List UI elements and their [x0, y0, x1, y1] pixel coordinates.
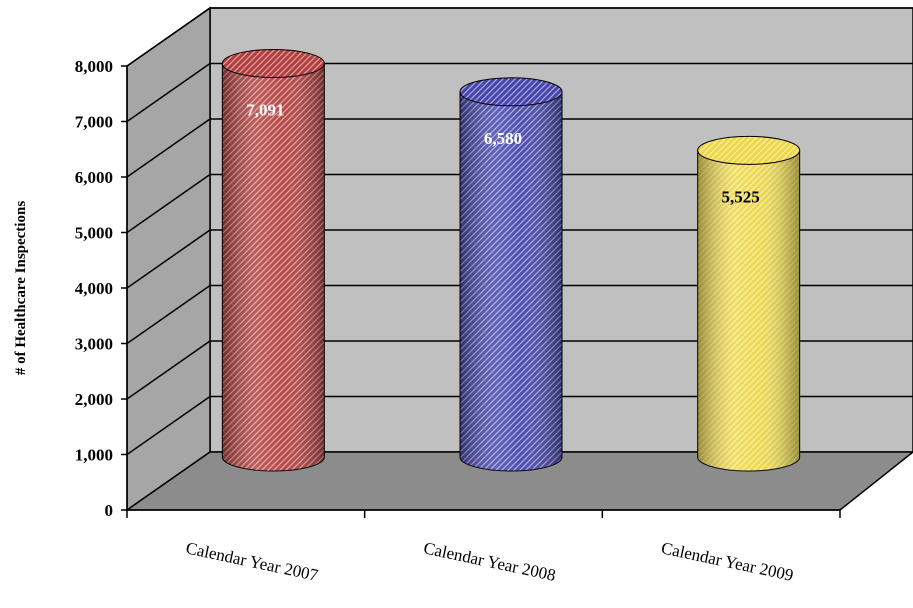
bar-cylinder: [459, 77, 563, 472]
y-tick-label: 2,000: [75, 390, 113, 409]
bar-top: [697, 135, 801, 165]
y-tick-label: 6,000: [75, 168, 113, 187]
gridline-side: [126, 62, 211, 123]
data-label: 5,525: [722, 187, 760, 206]
bar-shading: [697, 150, 800, 472]
data-label: 6,580: [484, 129, 522, 148]
bar-shading: [222, 63, 325, 472]
y-tick-label: 4,000: [75, 279, 113, 298]
y-axis: 0 1,000 2,000 3,000 4,000 5,000 6,000 7,000 8,00…: [75, 57, 841, 520]
gridline-side: [126, 340, 211, 400]
bar-cylinder: [221, 48, 325, 472]
y-tick-label: 5,000: [75, 224, 113, 243]
y-tick-label: 0: [105, 501, 114, 520]
bar-shading: [460, 91, 562, 471]
category-label: Calendar Year 2008: [422, 538, 558, 585]
bar-top: [459, 77, 563, 107]
gridline-side: [126, 7, 211, 67]
y-tick-label: 8,000: [75, 57, 113, 76]
gridline-side: [126, 395, 211, 456]
bar-cylinder: [697, 135, 801, 472]
y-tick-label: 7,000: [75, 113, 113, 132]
bars: 7,091 6,580 5,525: [221, 48, 801, 472]
y-axis-title: # of Healthcare Inspections: [13, 201, 29, 375]
gridline-side: [126, 118, 211, 178]
category-label: Calendar Year 2007: [184, 538, 320, 585]
category-labels: Calendar Year 2007 Calendar Year 2008 Cale…: [184, 538, 795, 585]
bar-top: [221, 48, 325, 78]
gridline-side: [126, 229, 211, 289]
y-tick-label: 3,000: [75, 335, 113, 354]
gridline-side: [126, 284, 211, 345]
data-label: 7,091: [246, 100, 284, 119]
gridline-side: [126, 173, 211, 234]
y-tick-label: 1,000: [75, 446, 113, 465]
category-label: Calendar Year 2009: [660, 538, 796, 585]
